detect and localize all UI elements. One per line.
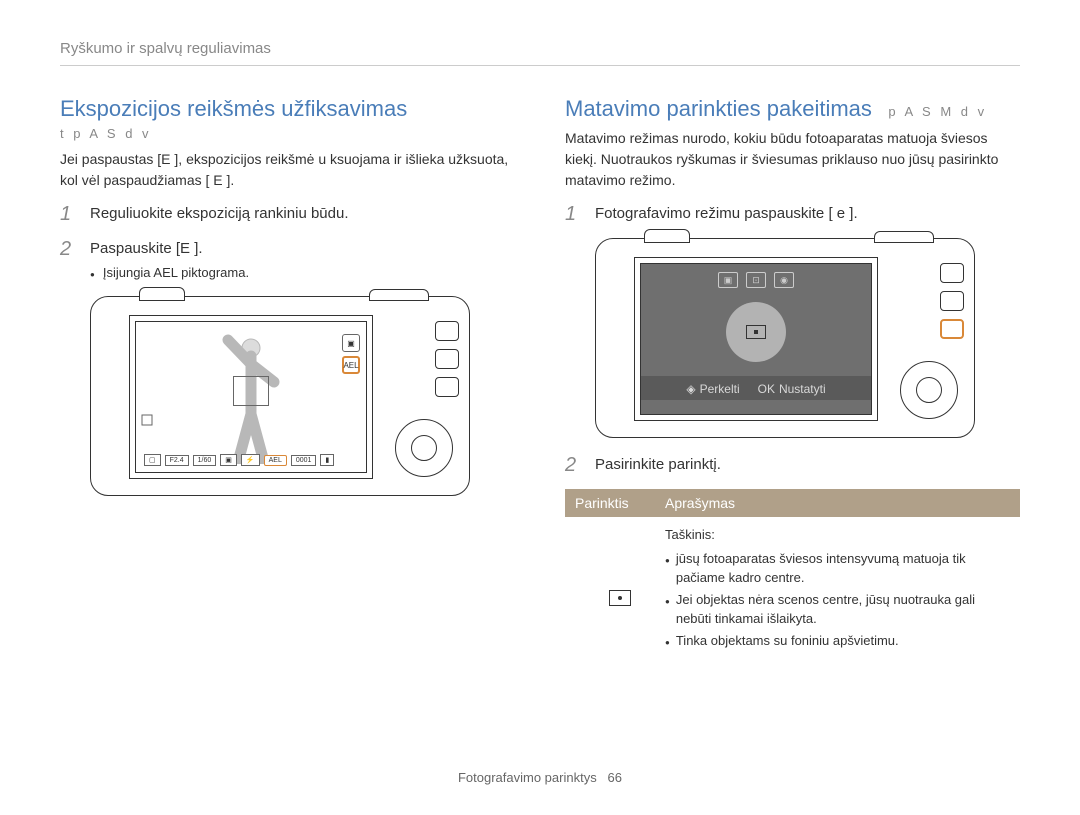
menu-center <box>641 288 871 376</box>
desc-bullet: jūsų fotoaparatas šviesos intensyvumą ma… <box>665 549 1010 588</box>
screen-icon: ▣ <box>342 334 360 352</box>
spot-metering-icon <box>746 325 766 339</box>
bullet-text: Tinka objektams su foniniu apšvietimu. <box>676 631 899 652</box>
table-header: Parinktis Aprašymas <box>565 489 1020 517</box>
bullet-text: Jei objektas nėra scenos centre, jūsų nu… <box>676 590 1010 629</box>
footer-page: 66 <box>608 770 622 785</box>
camera-bump <box>644 229 690 243</box>
icon-box: ▣ <box>220 454 237 466</box>
dial-inner <box>916 377 942 403</box>
screen-left-icons <box>140 413 154 432</box>
icon-box: ▮ <box>320 454 334 466</box>
th-option: Parinktis <box>575 495 665 511</box>
camera-button-highlight <box>940 319 964 339</box>
camera-dial <box>395 419 453 477</box>
bullet-icon <box>665 631 670 652</box>
ok-icon: OK <box>758 382 775 396</box>
right-step-1: 1 Fotografavimo režimu paspauskite [ e ]… <box>565 203 1020 226</box>
move-label: Perkelti <box>700 382 740 396</box>
camera-screen: ▣ AEL ▢ F2.4 1/60 ▣ ⚡ AEL 0001 ▮ <box>129 315 373 479</box>
shutter-value: 1/60 <box>193 455 217 466</box>
bullet-icon <box>90 265 95 284</box>
camera-bump <box>874 231 934 243</box>
option-label: Taškinis: <box>665 525 1010 545</box>
content-columns: Ekspozicijos reikšmės užfiksavimas t p A… <box>60 96 1020 660</box>
left-step-2-bullet: Įsijungia AEL piktograma. <box>90 265 515 284</box>
header-title: Ryškumo ir spalvų reguliavimas <box>60 40 271 57</box>
spot-metering-icon <box>609 590 631 606</box>
options-table: Parinktis Aprašymas Taškinis: jūsų fotoa… <box>565 489 1020 660</box>
page-header: Ryškumo ir spalvų reguliavimas <box>60 40 1020 66</box>
step-number: 1 <box>565 203 585 226</box>
metering-option-icon: ▣ <box>718 272 738 288</box>
shake-icon <box>140 413 154 427</box>
camera-menu-screen: ▣ ⊡ ◉ ◈ Perkelti <box>640 263 872 415</box>
step-text: Fotografavimo režimu paspauskite [ e ]. <box>595 203 858 224</box>
th-description: Aprašymas <box>665 495 735 511</box>
right-section-title: Matavimo parinkties pakeitimas <box>565 96 872 121</box>
camera-screen: ▣ ⊡ ◉ ◈ Perkelti <box>634 257 878 421</box>
camera-inner: ▣ AEL ▢ F2.4 1/60 ▣ ⚡ AEL 0001 ▮ <box>135 321 367 473</box>
camera-dial <box>900 361 958 419</box>
screen-bottom-bar: ▢ F2.4 1/60 ▣ ⚡ AEL 0001 ▮ <box>144 451 358 469</box>
left-modes: t p A S d v <box>60 126 515 141</box>
camera-button <box>435 349 459 369</box>
option-icon-cell <box>575 525 665 652</box>
step-text: Paspauskite [E ]. <box>90 238 203 259</box>
ael-indicator-icon: AEL <box>342 356 360 374</box>
nav-icon: ◈ <box>686 382 695 396</box>
icon-box: ⚡ <box>241 454 260 466</box>
right-column: Matavimo parinkties pakeitimas p A S M d… <box>565 96 1020 660</box>
camera-button <box>435 321 459 341</box>
step-text: Reguliuokite ekspoziciją rankiniu būdu. <box>90 203 349 224</box>
bullet-icon <box>665 590 670 629</box>
center-preview <box>726 302 786 362</box>
left-section-title: Ekspozicijos reikšmės užfiksavimas <box>60 96 407 121</box>
page-footer: Fotografavimo parinktys 66 <box>0 770 1080 785</box>
option-description: Taškinis: jūsų fotoaparatas šviesos inte… <box>665 525 1010 652</box>
ael-box: AEL <box>264 455 287 466</box>
step-number: 2 <box>565 454 585 477</box>
camera-illustration-left: ▣ AEL ▢ F2.4 1/60 ▣ ⚡ AEL 0001 ▮ <box>90 296 470 496</box>
camera-button <box>435 377 459 397</box>
step-number: 1 <box>60 203 80 226</box>
focus-box-icon <box>233 376 269 406</box>
icon-box: ▢ <box>144 454 161 466</box>
dial-inner <box>411 435 437 461</box>
right-step-2: 2 Pasirinkite parinktį. <box>565 454 1020 477</box>
left-step-1: 1 Reguliuokite ekspoziciją rankiniu būdu… <box>60 203 515 226</box>
desc-bullet: Tinka objektams su foniniu apšvietimu. <box>665 631 1010 652</box>
right-intro: Matavimo režimas nurodo, kokiu būdu foto… <box>565 128 1020 191</box>
menu-top-icons: ▣ ⊡ ◉ <box>641 264 871 288</box>
left-column: Ekspozicijos reikšmės užfiksavimas t p A… <box>60 96 515 660</box>
camera-button <box>940 263 964 283</box>
move-hint: ◈ Perkelti <box>686 382 739 396</box>
step-number: 2 <box>60 238 80 261</box>
metering-option-icon: ◉ <box>774 272 794 288</box>
desc-bullet: Jei objektas nėra scenos centre, jūsų nu… <box>665 590 1010 629</box>
camera-illustration-right: ▣ ⊡ ◉ ◈ Perkelti <box>595 238 975 438</box>
table-row: Taškinis: jūsų fotoaparatas šviesos inte… <box>565 517 1020 660</box>
camera-buttons <box>940 263 964 339</box>
aperture-value: F2.4 <box>165 455 189 466</box>
iso-value: 0001 <box>291 455 317 466</box>
left-step-2: 2 Paspauskite [E ]. <box>60 238 515 261</box>
metering-option-icon: ⊡ <box>746 272 766 288</box>
left-intro: Jei paspaustas [E ], ekspozicijos reikšm… <box>60 149 515 191</box>
step-text: Pasirinkite parinktį. <box>595 454 721 475</box>
set-label: Nustatyti <box>779 382 826 396</box>
camera-bump <box>369 289 429 301</box>
footer-label: Fotografavimo parinktys <box>458 770 597 785</box>
menu-bottom-bar: ◈ Perkelti OK Nustatyti <box>641 376 871 400</box>
camera-bump <box>139 287 185 301</box>
screen-right-icons: ▣ AEL <box>342 334 360 374</box>
bullet-text: jūsų fotoaparatas šviesos intensyvumą ma… <box>676 549 1010 588</box>
set-hint: OK Nustatyti <box>758 382 826 396</box>
camera-buttons <box>435 321 459 397</box>
camera-button <box>940 291 964 311</box>
bullet-icon <box>665 549 670 588</box>
right-modes: p A S M d v <box>888 104 987 119</box>
bullet-text: Įsijungia AEL piktograma. <box>103 265 249 280</box>
